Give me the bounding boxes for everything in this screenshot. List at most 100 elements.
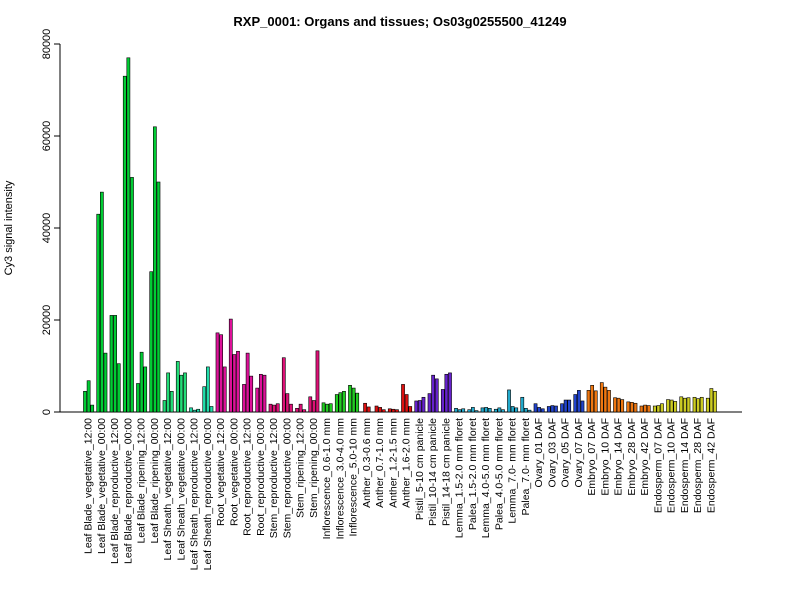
bar xyxy=(162,400,167,413)
bar xyxy=(683,397,687,413)
bar xyxy=(620,399,625,413)
bar xyxy=(116,363,121,413)
bar xyxy=(321,402,326,413)
bar xyxy=(696,398,700,413)
bar xyxy=(514,407,519,413)
category-label: Leaf Blade_reproductive_12:00 xyxy=(109,418,121,564)
bar xyxy=(262,374,267,413)
bar xyxy=(408,406,413,413)
bar xyxy=(484,407,488,413)
bar xyxy=(603,386,608,413)
bar xyxy=(166,372,170,413)
category-label: Ovary_05 DAF xyxy=(560,418,572,487)
bar xyxy=(626,401,631,413)
bar xyxy=(699,396,704,413)
category-label: Inflorescence_0.6-1.0 mm xyxy=(321,418,333,540)
bar xyxy=(342,390,346,413)
bar xyxy=(554,405,558,413)
category-label: Root_reproductive_12:00 xyxy=(242,418,254,536)
category-label: Lemma_1.5-2.0 mm floret xyxy=(454,418,466,538)
bar xyxy=(149,271,154,413)
bar xyxy=(206,366,210,413)
category-label: Endosperm_14 DAF xyxy=(679,418,691,513)
bar xyxy=(520,396,525,413)
bar xyxy=(387,408,392,413)
bar xyxy=(325,403,329,413)
bar xyxy=(643,404,647,413)
bar xyxy=(391,408,396,413)
bar xyxy=(471,407,475,413)
bar xyxy=(418,400,422,413)
bar xyxy=(328,403,333,413)
bar xyxy=(169,390,174,413)
category-label: Embryo_10 DAF xyxy=(599,418,611,496)
bar xyxy=(467,409,472,413)
bar xyxy=(679,396,684,413)
bar xyxy=(577,390,581,413)
category-label: Endosperm_28 DAF xyxy=(692,418,704,513)
bar xyxy=(103,352,108,413)
bar xyxy=(461,408,466,413)
bar xyxy=(113,315,117,413)
bar xyxy=(507,389,511,413)
bar xyxy=(289,403,293,413)
bar xyxy=(348,385,352,413)
bar xyxy=(607,390,611,413)
bar xyxy=(454,408,458,413)
bar xyxy=(126,57,131,413)
bar xyxy=(434,378,439,413)
bar xyxy=(510,406,515,413)
bar xyxy=(215,332,220,413)
bar xyxy=(414,400,419,413)
bar xyxy=(232,354,237,413)
bar xyxy=(527,409,532,413)
bar xyxy=(431,374,435,413)
bar xyxy=(222,366,227,413)
category-label: Anther_1.6-2.0 mm xyxy=(401,418,413,508)
bar xyxy=(395,409,399,413)
bar xyxy=(312,400,316,413)
category-label: Leaf Sheath_reproductive_00:00 xyxy=(202,418,214,571)
bar xyxy=(249,375,254,413)
bar xyxy=(493,408,498,413)
bar xyxy=(143,366,148,413)
bar xyxy=(567,399,572,413)
bar xyxy=(666,399,670,413)
bar xyxy=(86,380,91,413)
bar xyxy=(421,396,426,413)
category-label: Ovary_01 DAF xyxy=(533,418,545,487)
bar xyxy=(652,405,657,413)
chart-title: RXP_0001: Organs and tissues; Os03g02555… xyxy=(233,14,566,29)
category-label: Embryo_42 DAF xyxy=(639,418,651,496)
bar xyxy=(630,402,634,413)
bar xyxy=(90,404,95,413)
category-label: Pistil_14-18 cm panicle xyxy=(440,418,452,526)
category-label: Embryo_28 DAF xyxy=(626,418,638,496)
bar xyxy=(550,405,555,413)
category-label: Anther_0.7-1.0 mm xyxy=(374,418,386,508)
bar xyxy=(563,399,568,413)
category-label: Leaf Blade_vegetative_00:00 xyxy=(96,418,108,554)
bar xyxy=(613,397,617,413)
bar xyxy=(202,386,207,413)
category-label: Palea_4.0-5.0 mm floret xyxy=(493,418,505,530)
category-label: Leaf Blade_ripening_00:00 xyxy=(149,418,161,544)
bar xyxy=(209,406,214,413)
bar xyxy=(660,403,664,413)
category-label: Palea_7.0- mm floret xyxy=(520,418,532,516)
bars-group xyxy=(83,57,717,413)
bar xyxy=(444,373,449,413)
bar xyxy=(633,402,638,413)
bar xyxy=(285,393,290,413)
bar xyxy=(404,394,409,413)
bar xyxy=(366,406,371,413)
bar xyxy=(580,400,585,413)
bar xyxy=(705,397,710,413)
bar xyxy=(686,397,691,413)
category-label: Palea_1.5-2.0 mm floret xyxy=(467,418,479,530)
bar xyxy=(646,405,651,413)
bar xyxy=(298,403,303,413)
category-label: Pistil_10-14 cm panicle xyxy=(427,418,439,526)
category-label: Ovary_03 DAF xyxy=(546,418,558,487)
